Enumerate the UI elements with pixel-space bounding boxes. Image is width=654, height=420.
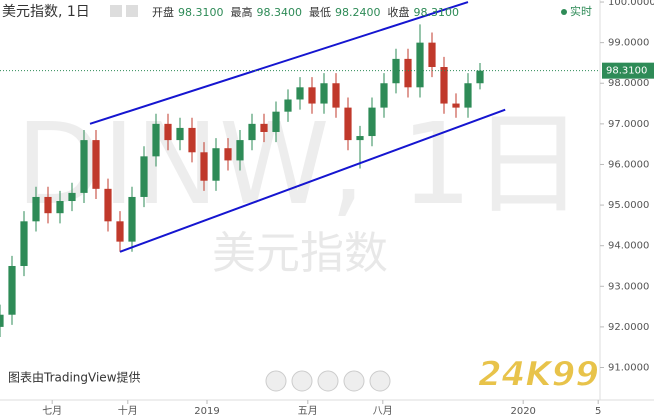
candle-body <box>296 87 304 100</box>
realtime-label: 实时 <box>570 4 592 18</box>
field-value: 98.3400 <box>257 6 303 19</box>
live-dot <box>561 9 567 15</box>
header: 美元指数, 1日 实时 开盘 98.3100 最高 98.3400 最低 98.2400 收… <box>2 4 592 20</box>
plot <box>0 1 600 338</box>
candle-body <box>212 148 220 181</box>
candle-body <box>104 188 112 222</box>
candle-body <box>164 123 172 141</box>
y-tick-label: 94.0000 <box>608 241 649 252</box>
candle-body <box>56 201 64 214</box>
candle-body <box>248 123 256 141</box>
candle-body <box>8 265 16 315</box>
zoom-out[interactable] <box>291 370 313 392</box>
candle-body <box>200 152 208 181</box>
candle-body <box>356 136 364 141</box>
field-label: 最高 <box>231 5 253 19</box>
candle-body <box>344 107 352 141</box>
candle-body <box>224 148 232 161</box>
candle-body <box>152 123 160 157</box>
candle-body <box>380 83 388 108</box>
candle-body <box>116 221 124 242</box>
candle-body <box>188 127 196 153</box>
candle-body <box>332 83 340 108</box>
logo: 24K99 <box>478 355 599 395</box>
x-tick-label: 2020 <box>510 406 535 417</box>
zoom-in[interactable] <box>343 370 365 392</box>
symbol-title: 美元指数, 1日 <box>2 4 90 20</box>
credit: 图表由TradingView提供 <box>8 370 141 385</box>
x-tick-label: 十月 <box>118 404 138 417</box>
watermark-name: 美元指数 <box>212 228 388 279</box>
x-tick-label: 七月 <box>42 405 62 417</box>
x-tick-label: 2019 <box>194 406 219 417</box>
y-tick-label: 100.0000 <box>608 0 654 8</box>
y-tick-label: 91.0000 <box>608 363 649 374</box>
candle-body <box>20 221 28 266</box>
trend-line <box>119 108 506 253</box>
candle-body <box>92 140 100 189</box>
candle-body <box>140 156 148 197</box>
candle-body <box>308 87 316 104</box>
trend-line <box>89 1 469 125</box>
nav-right[interactable] <box>369 370 391 392</box>
candle-body <box>44 196 52 214</box>
candle-body <box>128 196 136 242</box>
candle-body <box>80 140 88 193</box>
field-value: 98.3100 <box>178 6 224 19</box>
y-tick-label: 93.0000 <box>608 281 649 292</box>
x-tick-label: 5 <box>595 406 601 417</box>
candle-body <box>32 196 40 222</box>
nav-left[interactable] <box>265 370 287 392</box>
x-tick-label: 八月 <box>373 405 393 417</box>
y-tick-label: 96.0000 <box>608 159 649 170</box>
candle-body <box>416 42 424 88</box>
candle-body <box>236 140 244 161</box>
candle-body <box>272 111 280 132</box>
field-value: 98.3100 <box>414 6 460 19</box>
y-tick-label: 98.0000 <box>608 78 649 89</box>
y-tick-label: 95.0000 <box>608 200 649 211</box>
field-label: 开盘 <box>152 5 174 19</box>
candle-body <box>368 107 376 137</box>
field-value: 98.2400 <box>335 6 381 19</box>
candle-body <box>320 83 328 104</box>
candle-body <box>0 314 4 327</box>
reset[interactable] <box>317 370 339 392</box>
candle-body <box>284 99 292 112</box>
candle-body <box>476 70 484 84</box>
candle-body <box>452 103 460 108</box>
field-label: 最低 <box>309 6 331 19</box>
y-tick-label: 92.0000 <box>608 322 649 333</box>
candle-body <box>440 67 448 104</box>
last-price-label: 98.3100 <box>606 66 647 77</box>
candle-body <box>404 58 412 88</box>
nav-buttons <box>265 370 391 392</box>
last-price-box <box>602 62 654 79</box>
icon[interactable] <box>126 5 138 17</box>
candle-body <box>176 127 184 141</box>
candle-body <box>260 123 268 132</box>
candle-body <box>68 192 76 202</box>
icon[interactable] <box>110 5 122 17</box>
field-label: 收盘 <box>388 5 410 19</box>
candle-body <box>428 42 436 68</box>
candle-body <box>464 83 472 108</box>
y-tick-label: 97.0000 <box>608 119 649 130</box>
y-tick-label: 99.0000 <box>608 38 649 49</box>
x-tick-label: 五月 <box>298 405 318 417</box>
